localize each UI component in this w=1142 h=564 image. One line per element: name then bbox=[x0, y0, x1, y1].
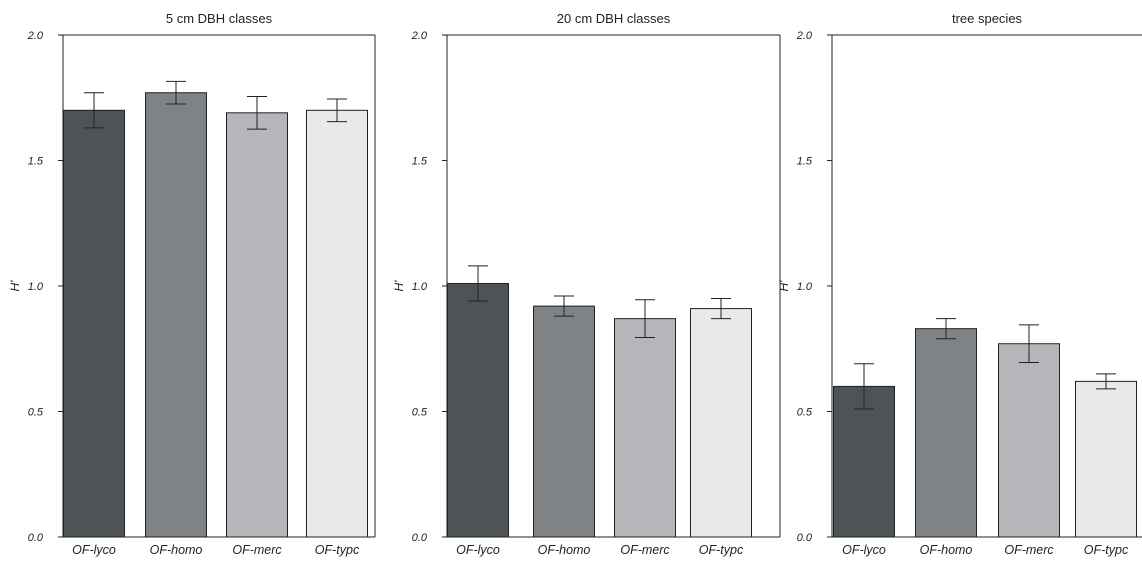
chart1-y-tick-label: 1.0 bbox=[28, 281, 44, 293]
chart2-bar bbox=[614, 318, 676, 538]
chart1-category-label: OF-lyco bbox=[72, 543, 116, 557]
chart3-title: tree species bbox=[952, 11, 1023, 26]
chart1-category-label: OF-homo bbox=[150, 543, 203, 557]
chart2-y-tick-label: 2.0 bbox=[411, 30, 428, 42]
chart3-category-label: OF-merc bbox=[1004, 543, 1054, 557]
chart3-y-tick-label: 1.0 bbox=[797, 281, 813, 293]
chart1-y-tick-label: 2.0 bbox=[27, 30, 44, 42]
chart3-category-label: OF-homo bbox=[920, 543, 973, 557]
chart3-y-tick-label: 0.5 bbox=[797, 407, 813, 419]
chart1-y-tick-label: 0.0 bbox=[28, 532, 44, 544]
chart3-category-label: OF-typc bbox=[1084, 543, 1129, 557]
chart1-category-label: OF-typc bbox=[315, 543, 360, 557]
chart1-bar bbox=[306, 109, 368, 538]
chart1-y-tick-label: 1.5 bbox=[28, 156, 44, 168]
chart2-category-label: OF-homo bbox=[538, 543, 591, 557]
chart1-y-tick-label: 0.5 bbox=[28, 407, 44, 419]
chart3-y-tick-label: 2.0 bbox=[796, 30, 813, 42]
chart1-category-label: OF-merc bbox=[232, 543, 282, 557]
chart3-bar bbox=[833, 385, 895, 538]
chart1-y-axis-label: H' bbox=[8, 280, 22, 292]
chart3-y-tick-label: 1.5 bbox=[797, 156, 813, 168]
chart2-y-tick-label: 1.0 bbox=[412, 281, 428, 293]
chart3-bar bbox=[1075, 380, 1137, 538]
chart2-bar bbox=[533, 305, 595, 538]
chart3-y-tick-label: 0.0 bbox=[797, 532, 813, 544]
chart3-bar bbox=[998, 343, 1060, 538]
chart2-y-tick-label: 0.0 bbox=[412, 532, 428, 544]
chart2-title: 20 cm DBH classes bbox=[557, 11, 671, 26]
chart3-category-label: OF-lyco bbox=[842, 543, 886, 557]
chart2-y-axis-label: H' bbox=[392, 280, 406, 292]
chart1-bar bbox=[63, 109, 125, 538]
chart2-y-tick-label: 0.5 bbox=[412, 407, 428, 419]
chart1-bar bbox=[145, 92, 207, 538]
chart2-bar bbox=[690, 308, 752, 538]
chart2-category-label: OF-lyco bbox=[456, 543, 500, 557]
chart3-y-axis-label: H' bbox=[777, 280, 791, 292]
chart2-category-label: OF-typc bbox=[699, 543, 744, 557]
chart3-bar bbox=[915, 328, 977, 538]
chart2-category-label: OF-merc bbox=[620, 543, 670, 557]
chart2-bar bbox=[447, 282, 509, 538]
chart1-bar bbox=[226, 112, 288, 538]
chart2-y-tick-label: 1.5 bbox=[412, 156, 428, 168]
chart1-title: 5 cm DBH classes bbox=[166, 11, 273, 26]
